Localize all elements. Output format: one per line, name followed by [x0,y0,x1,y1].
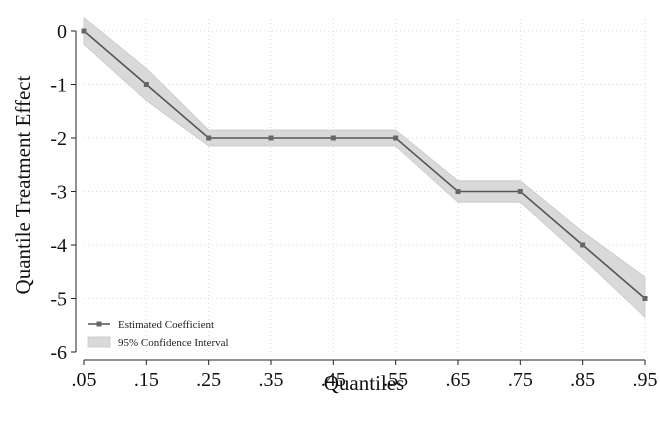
x-axis-ticks: .05 .15 .25 .35 .45 .55 .65 .75 .85 .95 [72,360,658,391]
x-axis-title: Quantiles [324,371,404,395]
estimate-point-5 [393,135,399,141]
y-tick-label-3: -3 [50,182,67,204]
x-tick-label-9: .95 [633,369,658,391]
x-tick-label-6: .65 [446,369,471,391]
y-axis-ticks: 0 -1 -2 -3 -4 -5 -6 [50,21,76,364]
legend-band-swatch [87,336,111,348]
estimate-point-9 [642,296,648,301]
estimate-point-3 [268,135,274,141]
legend-line-marker [96,321,102,327]
estimate-point-4 [330,135,336,141]
x-tick-label-0: .05 [72,369,97,391]
y-tick-label-5: -5 [50,289,67,311]
y-tick-label-2: -2 [50,128,67,150]
x-tick-label-4: .45 [321,369,346,391]
estimate-point-1 [143,82,149,87]
y-tick-label-6: -6 [50,342,67,364]
estimate-point-8 [580,242,586,248]
y-axis-title: Quantile Treatment Effect [11,75,35,294]
legend-label-ci: 95% Confidence Interval [118,337,229,349]
legend-label-estimate: Estimated Coefficient [118,319,214,331]
estimate-points [81,28,648,301]
x-tick-label-3: .35 [259,369,284,391]
y-tick-label-4: -4 [50,235,67,257]
estimate-point-6 [455,189,461,194]
estimate-point-7 [517,189,523,194]
confidence-interval-band [83,16,646,319]
estimate-point-2 [206,135,212,141]
y-tick-label-1: -1 [50,75,67,97]
legend: Estimated Coefficient 95% Confidence Int… [87,319,229,349]
grid-layer [84,19,646,352]
x-tick-label-8: .85 [570,369,595,391]
estimated-coefficient-line [83,30,646,300]
x-tick-label-7: .75 [508,369,533,391]
y-tick-label-0: 0 [57,21,67,43]
x-tick-label-1: .15 [134,369,159,391]
x-tick-label-5: .55 [383,369,408,391]
axes [75,31,645,361]
x-tick-label-2: .25 [196,369,221,391]
estimate-point-0 [81,28,87,34]
